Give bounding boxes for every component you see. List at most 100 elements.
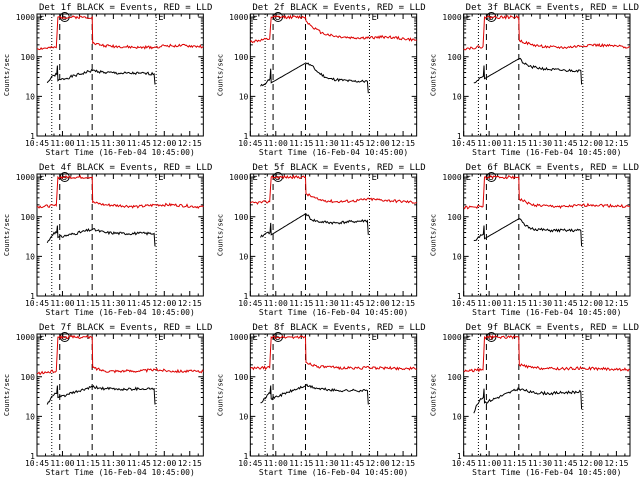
axes-frame — [249, 173, 418, 297]
events-series-line — [46, 65, 156, 85]
x-tick-label: 11:45 — [340, 299, 364, 308]
x-tick-label: 11:45 — [553, 299, 577, 308]
x-tick-label: 11:15 — [503, 459, 527, 468]
lld-series-line — [463, 175, 631, 210]
x-tick-label: 11:15 — [289, 139, 313, 148]
x-tick-label: 11:00 — [477, 459, 501, 468]
y-axis-label: Counts/sec — [216, 214, 224, 256]
panel-det-9: Det 9f BLACK = Events, RED = LLD 1 10 100 10… — [430, 323, 639, 477]
y-tick-label: 1000 — [16, 173, 35, 182]
events-series-line — [473, 387, 583, 414]
y-axis-label: Counts/sec — [430, 54, 438, 96]
x-tick-label: 10:45 — [25, 139, 49, 148]
panel-det-5: Det 5f BLACK = Events, RED = LLD 1 10 100 10… — [216, 163, 425, 317]
x-tick-label: 11:30 — [101, 459, 125, 468]
x-axis-label: Start Time (16-Feb-04 10:45:00) — [472, 308, 621, 317]
x-tick-label: 11:00 — [264, 299, 288, 308]
events-series-line — [46, 385, 156, 405]
lld-series-line — [463, 334, 631, 373]
x-tick-label: 12:15 — [604, 459, 628, 468]
x-axis-label: Start Time (16-Feb-04 10:45:00) — [46, 308, 195, 317]
interval-end-label: E — [585, 13, 590, 23]
y-tick-label: 1 — [244, 132, 249, 141]
interval-end-label: E — [371, 333, 376, 343]
x-tick-label: 11:45 — [127, 299, 151, 308]
y-axis-label: Counts/sec — [430, 374, 438, 416]
panel-title: Det 6f BLACK = Events, RED = LLD — [466, 163, 639, 173]
axes-frame — [36, 173, 204, 297]
events-series-line — [473, 218, 583, 247]
y-tick-label: 1000 — [229, 333, 248, 342]
panel-title: Det 1f BLACK = Events, RED = LLD — [39, 3, 212, 13]
y-tick-label: 100 — [447, 373, 462, 382]
x-tick-label: 10:45 — [238, 459, 262, 468]
panel-det-1: Det 1f BLACK = Events, RED = LLD 1 10 100 10… — [3, 3, 212, 157]
x-tick-label: 11:30 — [101, 139, 125, 148]
x-tick-label: 12:00 — [152, 459, 176, 468]
lld-series-line — [463, 14, 631, 51]
y-tick-label: 10 — [25, 92, 35, 101]
x-tick-label: 12:00 — [579, 299, 603, 308]
interval-end-label: E — [158, 333, 163, 343]
interval-start-label: E — [252, 333, 257, 343]
y-axis-label: Counts/sec — [3, 374, 11, 416]
interval-start-label: E — [39, 173, 44, 183]
y-tick-label: 10 — [452, 412, 462, 421]
x-tick-label: 11:15 — [503, 299, 527, 308]
x-tick-label: 12:15 — [178, 139, 202, 148]
x-tick-label: 11:45 — [553, 459, 577, 468]
x-tick-label: 11:30 — [528, 459, 552, 468]
x-axis-label: Start Time (16-Feb-04 10:45:00) — [259, 308, 408, 317]
y-tick-label: 10 — [239, 92, 249, 101]
y-tick-label: 1 — [30, 132, 35, 141]
x-tick-label: 10:45 — [452, 299, 476, 308]
interval-end-label: E — [158, 13, 163, 23]
events-series-line — [260, 383, 369, 405]
y-tick-label: 100 — [21, 53, 36, 62]
y-tick-label: 1000 — [442, 333, 461, 342]
axes-frame — [463, 333, 631, 457]
y-tick-label: 1 — [244, 292, 249, 301]
x-tick-label: 10:45 — [25, 459, 49, 468]
y-tick-label: 100 — [234, 213, 249, 222]
x-tick-label: 11:30 — [315, 299, 339, 308]
x-tick-label: 11:00 — [50, 459, 74, 468]
x-tick-label: 12:15 — [391, 459, 415, 468]
y-tick-label: 1 — [457, 132, 462, 141]
x-tick-label: 11:15 — [289, 459, 313, 468]
x-axis-label: Start Time (16-Feb-04 10:45:00) — [46, 148, 195, 157]
x-tick-label: 11:15 — [289, 299, 313, 308]
lld-series-line — [36, 334, 204, 376]
axes-frame — [36, 13, 204, 137]
saa-label: S — [488, 173, 493, 183]
y-tick-label: 10 — [452, 92, 462, 101]
panel-det-8: Det 8f BLACK = Events, RED = LLD 1 10 100 10… — [216, 323, 425, 477]
y-tick-label: 100 — [447, 53, 462, 62]
x-tick-label: 11:30 — [528, 299, 552, 308]
x-axis-label: Start Time (16-Feb-04 10:45:00) — [259, 148, 408, 157]
events-series-line — [260, 212, 369, 238]
y-tick-label: 10 — [25, 412, 35, 421]
interval-end-label: E — [371, 13, 376, 23]
lld-series-line — [249, 335, 417, 371]
y-axis-label: Counts/sec — [216, 54, 224, 96]
x-tick-label: 11:45 — [553, 139, 577, 148]
lld-series-line — [249, 14, 417, 44]
interval-end-label: E — [371, 173, 376, 183]
x-axis-label: Start Time (16-Feb-04 10:45:00) — [259, 468, 408, 477]
lld-series-line — [249, 174, 417, 205]
x-tick-label: 12:00 — [366, 459, 390, 468]
x-tick-label: 11:15 — [76, 459, 100, 468]
x-tick-label: 11:30 — [528, 139, 552, 148]
panel-title: Det 9f BLACK = Events, RED = LLD — [466, 323, 639, 333]
y-axis-label: Counts/sec — [3, 54, 11, 96]
x-tick-label: 12:15 — [391, 299, 415, 308]
interval-start-label: E — [466, 173, 471, 183]
x-tick-label: 12:00 — [366, 139, 390, 148]
x-tick-label: 10:45 — [25, 299, 49, 308]
axes-frame — [36, 333, 204, 457]
y-tick-label: 10 — [239, 412, 249, 421]
interval-start-label: E — [252, 13, 257, 23]
y-tick-label: 1 — [457, 452, 462, 461]
